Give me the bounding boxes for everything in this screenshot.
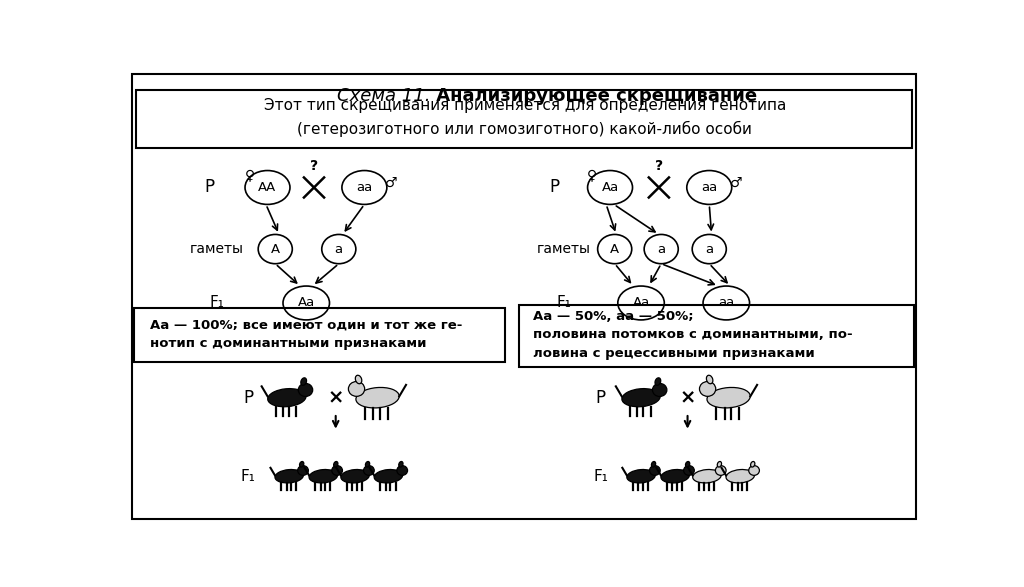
Ellipse shape: [707, 375, 713, 384]
Text: ×: ×: [679, 388, 695, 407]
Text: А: А: [270, 242, 280, 255]
FancyBboxPatch shape: [136, 90, 912, 148]
Text: ♀: ♀: [245, 168, 255, 182]
Text: а: а: [706, 242, 714, 255]
Text: F₁: F₁: [210, 295, 224, 311]
Ellipse shape: [652, 383, 667, 396]
Text: F₁: F₁: [556, 295, 571, 311]
Text: ?: ?: [310, 159, 318, 173]
Ellipse shape: [627, 470, 655, 483]
Text: а: а: [657, 242, 666, 255]
FancyBboxPatch shape: [134, 308, 505, 362]
Ellipse shape: [334, 461, 338, 467]
Text: Аа — 50%, аа — 50%;
половина потомков с доминантными, по-
ловина с рецессивными : Аа — 50%, аа — 50%; половина потомков с …: [532, 309, 852, 360]
Ellipse shape: [275, 470, 303, 483]
Ellipse shape: [298, 465, 308, 475]
Text: P: P: [596, 389, 606, 407]
Ellipse shape: [356, 387, 399, 408]
Text: Аа: Аа: [601, 181, 618, 194]
Ellipse shape: [398, 461, 403, 467]
Text: ?: ?: [654, 159, 663, 173]
Text: ♀: ♀: [587, 168, 597, 182]
Text: аа: аа: [718, 296, 734, 309]
Text: P: P: [205, 178, 214, 197]
Ellipse shape: [364, 465, 374, 475]
Ellipse shape: [716, 465, 726, 475]
Ellipse shape: [298, 383, 312, 396]
Text: аа: аа: [701, 181, 718, 194]
Ellipse shape: [366, 461, 370, 467]
Ellipse shape: [655, 378, 660, 385]
Ellipse shape: [685, 461, 690, 467]
Ellipse shape: [397, 465, 408, 475]
Text: гаметы: гаметы: [190, 242, 244, 256]
Text: а: а: [335, 242, 343, 255]
Text: ×: ×: [328, 388, 344, 407]
Ellipse shape: [726, 470, 755, 483]
Text: А: А: [610, 242, 620, 255]
Ellipse shape: [751, 461, 755, 467]
Ellipse shape: [348, 382, 365, 396]
Text: P: P: [243, 389, 253, 407]
Text: Аа — 100%; все имеют один и тот же ге-
нотип с доминантными признаками: Аа — 100%; все имеют один и тот же ге- н…: [150, 319, 462, 350]
Ellipse shape: [622, 389, 660, 407]
Ellipse shape: [699, 382, 716, 396]
Text: F₁: F₁: [241, 469, 256, 484]
Text: ♂: ♂: [730, 176, 742, 190]
Ellipse shape: [651, 461, 655, 467]
Ellipse shape: [374, 470, 402, 483]
Ellipse shape: [355, 375, 361, 384]
Text: Аа: Аа: [633, 296, 649, 309]
Ellipse shape: [749, 465, 760, 475]
Ellipse shape: [301, 378, 306, 385]
Text: гаметы: гаметы: [537, 242, 591, 256]
Ellipse shape: [684, 465, 694, 475]
Ellipse shape: [717, 461, 722, 467]
Ellipse shape: [707, 387, 751, 408]
Text: аа: аа: [356, 181, 373, 194]
Text: Аа: Аа: [298, 296, 314, 309]
Ellipse shape: [300, 461, 304, 467]
Ellipse shape: [649, 465, 660, 475]
Text: Анализирующее скрещивание: Анализирующее скрещивание: [430, 87, 758, 106]
FancyBboxPatch shape: [518, 305, 913, 367]
Ellipse shape: [267, 389, 306, 407]
Ellipse shape: [660, 470, 689, 483]
Text: ♂: ♂: [385, 176, 397, 190]
Ellipse shape: [341, 470, 370, 483]
Ellipse shape: [692, 470, 721, 483]
Ellipse shape: [332, 465, 342, 475]
Text: Схема 11.: Схема 11.: [337, 87, 430, 106]
Ellipse shape: [309, 470, 338, 483]
Text: Этот тип скрещивания применяется для определения генотипа
(гетерозиготного или г: Этот тип скрещивания применяется для опр…: [263, 98, 786, 137]
Text: P: P: [549, 178, 559, 197]
Text: АА: АА: [258, 181, 276, 194]
Text: F₁: F₁: [593, 469, 608, 484]
